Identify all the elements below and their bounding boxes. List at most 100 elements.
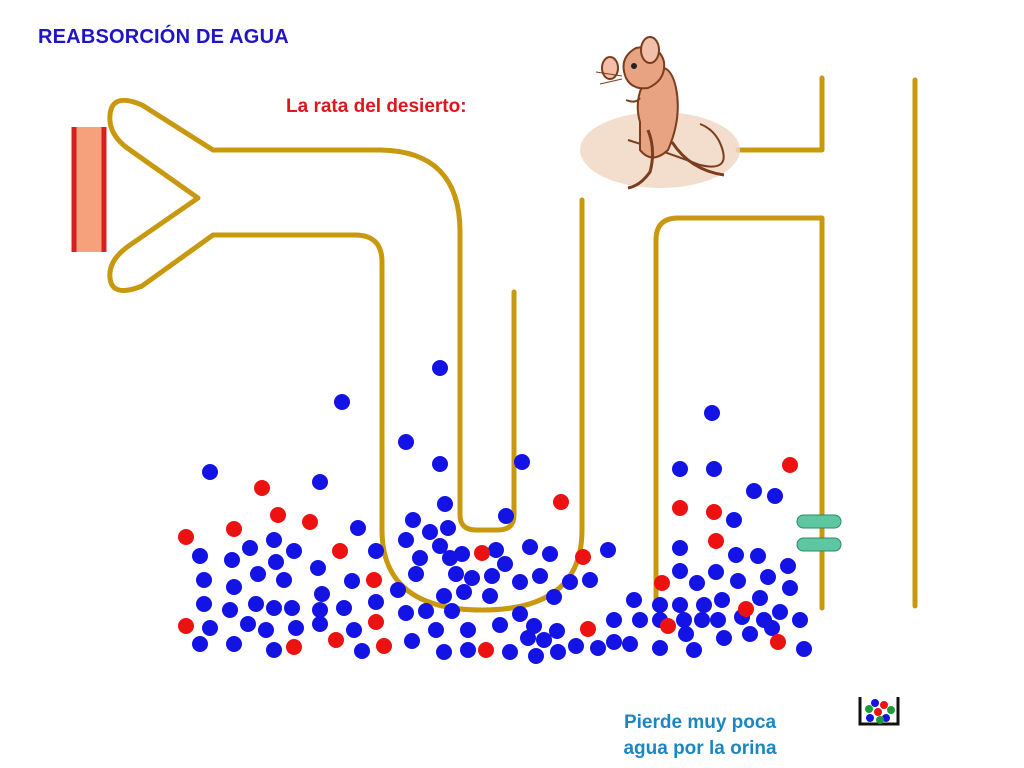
water-particle [464, 570, 480, 586]
solute-particle [708, 533, 724, 549]
water-particle [250, 566, 266, 582]
water-particle [336, 600, 352, 616]
water-particle [764, 620, 780, 636]
water-particle [622, 636, 638, 652]
tube-top-connector [735, 75, 825, 153]
solute-particle [575, 549, 591, 565]
water-particle [689, 575, 705, 591]
caption: Pierde muy poca agua por la orina [600, 710, 800, 762]
tube-inner-wall [210, 147, 517, 533]
water-particle [708, 564, 724, 580]
water-particle [632, 612, 648, 628]
water-particle [600, 542, 616, 558]
water-particle [258, 622, 274, 638]
water-particle [767, 488, 783, 504]
water-particle [672, 540, 688, 556]
water-particle [526, 618, 542, 634]
water-particle [482, 588, 498, 604]
tube-outer-wall [107, 97, 585, 613]
capillary-icon [71, 127, 107, 252]
water-particle [562, 574, 578, 590]
water-particle [546, 589, 562, 605]
water-particle [266, 600, 282, 616]
solute-particle [770, 634, 786, 650]
water-particle [536, 632, 552, 648]
solute-particle [302, 514, 318, 530]
water-particle [196, 596, 212, 612]
water-particle [714, 592, 730, 608]
water-particle [606, 612, 622, 628]
water-particle [334, 394, 350, 410]
water-particle [268, 554, 284, 570]
water-particle [398, 532, 414, 548]
water-particle [678, 626, 694, 642]
water-particle [460, 642, 476, 658]
water-particle [456, 584, 472, 600]
water-particle [746, 483, 762, 499]
water-particle [312, 474, 328, 490]
water-particle [368, 594, 384, 610]
water-particle [432, 456, 448, 472]
solute-particle [178, 529, 194, 545]
water-particle [796, 641, 812, 657]
water-particle [502, 644, 518, 660]
water-particle [672, 597, 688, 613]
water-particle [514, 454, 530, 470]
water-particle [522, 539, 538, 555]
water-particle [288, 620, 304, 636]
water-particle [344, 573, 360, 589]
water-particle [440, 520, 456, 536]
water-particle [312, 602, 328, 618]
solute-particle [580, 621, 596, 637]
water-particle [626, 592, 642, 608]
water-particle [488, 542, 504, 558]
water-particle [512, 606, 528, 622]
water-particle [550, 644, 566, 660]
water-particle [498, 508, 514, 524]
water-particle [730, 573, 746, 589]
solute-particle [782, 457, 798, 473]
water-particle [202, 464, 218, 480]
solute-particle [706, 504, 722, 520]
water-particle [224, 552, 240, 568]
slide-title: REABSORCIÓN DE AGUA [38, 26, 289, 48]
water-particle [346, 622, 362, 638]
water-particle [412, 550, 428, 566]
water-particle [750, 548, 766, 564]
water-particle [782, 580, 798, 596]
water-particle [696, 597, 712, 613]
water-particle [542, 546, 558, 562]
solute-particle [376, 638, 392, 654]
tube-ascending-wall [653, 215, 825, 611]
water-particle [676, 612, 692, 628]
water-particle [314, 586, 330, 602]
water-particle [405, 512, 421, 528]
water-particle [716, 630, 732, 646]
solute-particle [286, 639, 302, 655]
water-particle [549, 623, 565, 639]
water-particle [266, 642, 282, 658]
particle-field [178, 360, 812, 664]
channel-icon [796, 514, 842, 552]
water-particle [436, 644, 452, 660]
water-particle [520, 630, 536, 646]
water-particle [432, 360, 448, 376]
water-particle [222, 602, 238, 618]
water-particle [242, 540, 258, 556]
rat-subtitle: La rata del desierto: [286, 96, 467, 117]
water-particle [772, 604, 788, 620]
water-particle [368, 543, 384, 559]
caption-line-2: agua por la orina [623, 738, 777, 759]
water-particle [196, 572, 212, 588]
water-particle [202, 620, 218, 636]
water-particle [432, 538, 448, 554]
solute-particle [672, 500, 688, 516]
solute-particle [270, 507, 286, 523]
water-particle [310, 560, 326, 576]
water-particle [568, 638, 584, 654]
water-particle [286, 543, 302, 559]
water-particle [792, 612, 808, 628]
water-particle [437, 496, 453, 512]
water-particle [398, 434, 414, 450]
water-particle [512, 574, 528, 590]
